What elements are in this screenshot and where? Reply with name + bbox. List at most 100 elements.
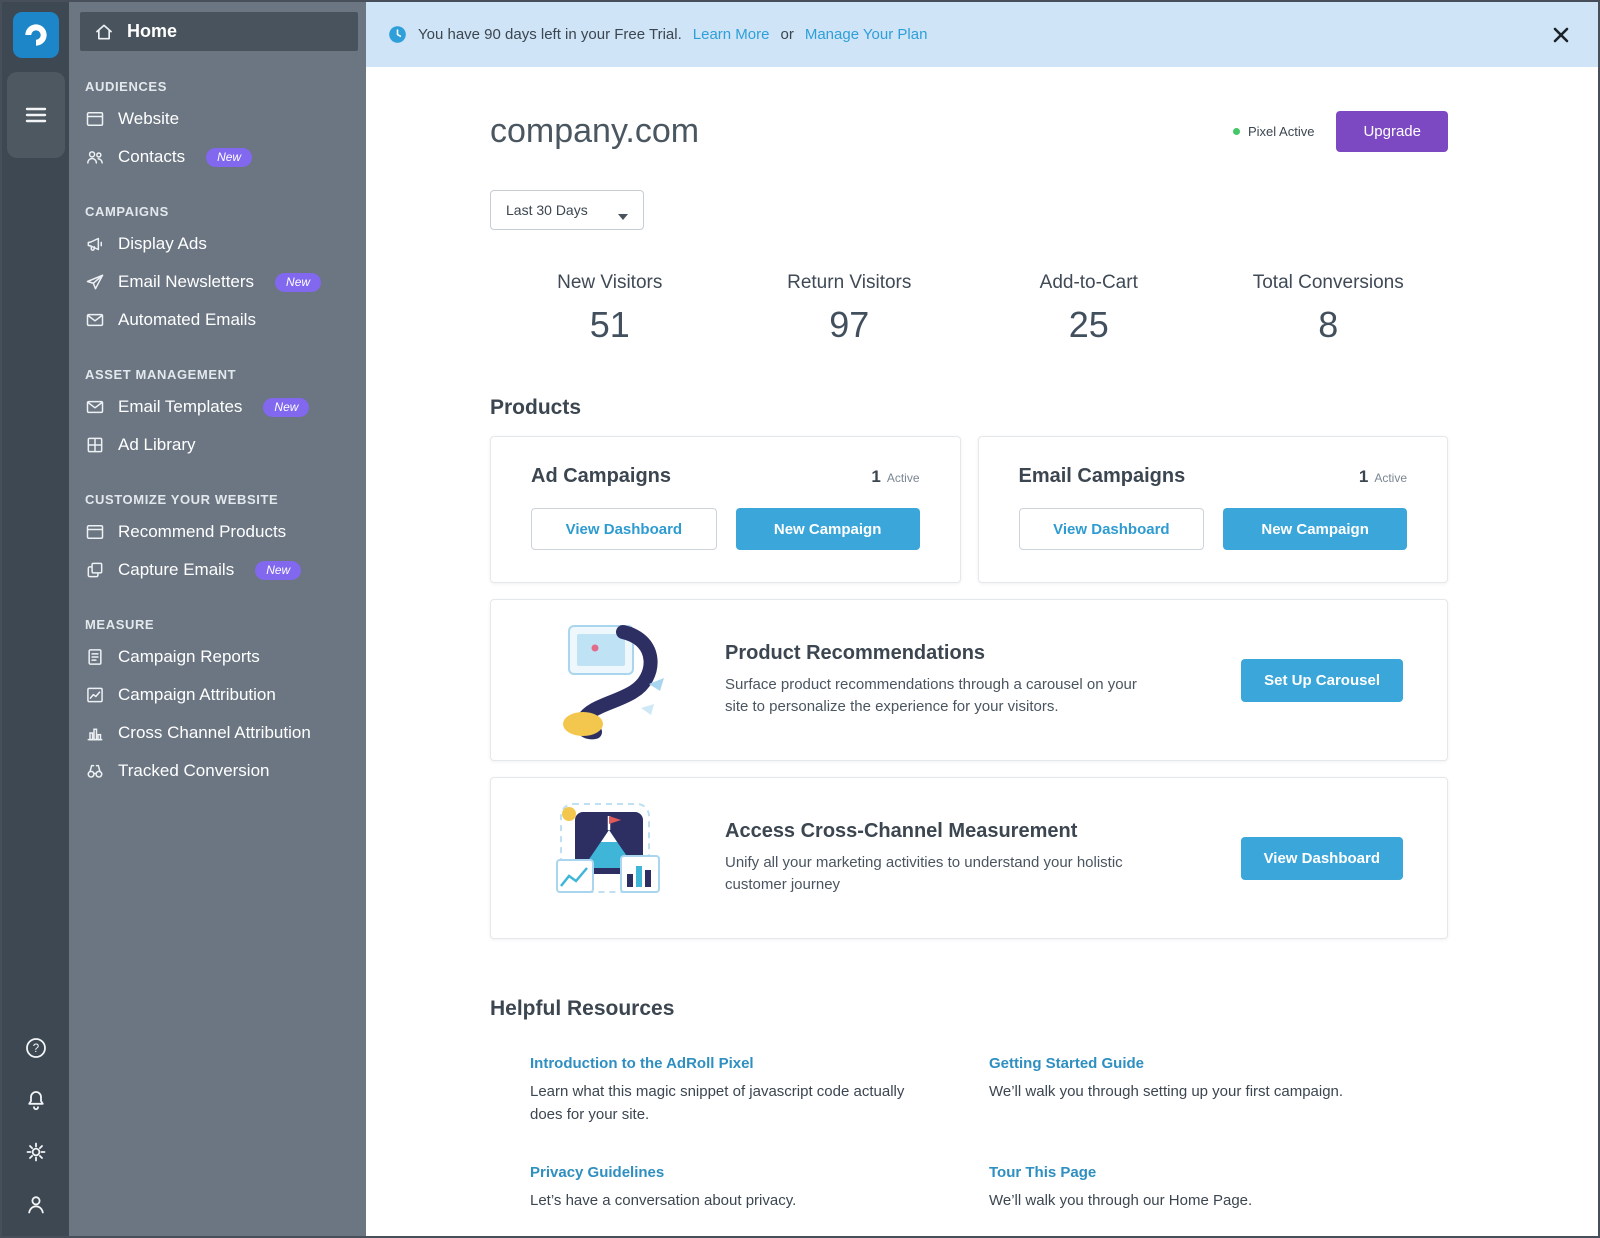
sidebar-section-asset-management: ASSET MANAGEMENT (85, 367, 237, 382)
ad-campaigns-card: Ad Campaigns 1 Active View Dashboard New… (490, 436, 961, 583)
page-header: company.com Pixel Active Upgrade (490, 111, 1448, 152)
stat-total-conversions: Total Conversions 8 (1209, 272, 1449, 346)
stat-label: Total Conversions (1252, 272, 1404, 293)
pixel-active-dot (1232, 128, 1240, 135)
resources-grid: Introduction to the AdRoll Pixel Learn w… (490, 1055, 1448, 1213)
promo-text: Product Recommendations Surface product … (725, 642, 1197, 719)
sidebar-item-label: Contacts (118, 147, 186, 166)
trial-banner-text: You have 90 days left in your Free Trial… (418, 26, 682, 43)
stats-row: New Visitors 51 Return Visitors 97 Add-t… (490, 272, 1448, 346)
bell-icon[interactable] (24, 1088, 48, 1112)
sidebar-item-campaign-attribution[interactable]: Campaign Attribution (69, 676, 366, 714)
sidebar-item-label: Automated Emails (118, 310, 256, 329)
sidebar-item-capture-emails[interactable]: Capture Emails New (69, 551, 366, 589)
date-range-dropdown[interactable]: Last 30 Days (490, 190, 644, 230)
active-count-label: Active (1374, 471, 1407, 485)
sidebar-item-contacts[interactable]: Contacts New (69, 138, 366, 176)
paper-plane-icon (85, 272, 105, 292)
help-icon[interactable]: ? (24, 1036, 48, 1060)
new-campaign-button[interactable]: New Campaign (1223, 508, 1407, 550)
hamburger-icon (25, 107, 46, 123)
active-count-value: 1 (1358, 467, 1369, 486)
sidebar-item-ad-library[interactable]: Ad Library (69, 426, 366, 464)
envelope-icon (85, 397, 105, 417)
card-title: Ad Campaigns (531, 465, 672, 487)
learn-more-link[interactable]: Learn More (692, 26, 770, 43)
page-content: company.com Pixel Active Upgrade Last 30… (366, 67, 1598, 1236)
manage-plan-link[interactable]: Manage Your Plan (804, 26, 928, 43)
upgrade-button[interactable]: Upgrade (1336, 111, 1448, 152)
view-dashboard-button[interactable]: View Dashboard (531, 508, 717, 550)
promo-title: Product Recommendations (725, 641, 986, 664)
sidebar-section-customize: CUSTOMIZE YOUR WEBSITE (85, 492, 279, 507)
sidebar-item-home[interactable]: Home (80, 12, 358, 51)
stat-value: 8 (1318, 304, 1339, 345)
sidebar-item-recommend-products[interactable]: Recommend Products (69, 513, 366, 551)
home-icon (94, 22, 114, 42)
view-dashboard-button[interactable]: View Dashboard (1018, 508, 1205, 550)
sidebar-item-display-ads[interactable]: Display Ads (69, 225, 366, 263)
sidebar-item-email-newsletters[interactable]: Email Newsletters New (69, 263, 366, 301)
stat-label: Add-to-Cart (1039, 272, 1138, 293)
new-campaign-button[interactable]: New Campaign (735, 508, 920, 550)
resource-link[interactable]: Tour This Page (989, 1164, 1097, 1181)
promo-description: Unify all your marketing activities to u… (725, 853, 1123, 894)
resource-description: We’ll walk you through our Home Page. (989, 1192, 1253, 1209)
resource-link[interactable]: Privacy Guidelines (530, 1164, 665, 1181)
email-campaigns-card: Email Campaigns 1 Active View Dashboard … (977, 436, 1448, 583)
sidebar-item-automated-emails[interactable]: Automated Emails (69, 301, 366, 339)
new-badge: New (263, 397, 310, 417)
sidebar-item-label: Campaign Reports (118, 647, 260, 666)
user-icon[interactable] (24, 1192, 48, 1216)
sidebar-item-label: Website (118, 109, 180, 128)
promo-text: Access Cross-Channel Measurement Unify a… (725, 820, 1197, 897)
cross-channel-measurement-card: Access Cross-Channel Measurement Unify a… (490, 777, 1448, 939)
view-dashboard-button[interactable]: View Dashboard (1240, 836, 1403, 880)
adroll-logo[interactable] (12, 12, 59, 58)
rail-bottom-icons: ? (24, 1036, 48, 1216)
resources-heading: Helpful Resources (490, 997, 675, 1020)
sidebar-section-campaigns: CAMPAIGNS (85, 204, 169, 219)
resource-getting-started: Getting Started Guide We’ll walk you thr… (989, 1055, 1448, 1126)
products-heading: Products (490, 396, 582, 419)
resource-description: Learn what this magic snippet of javascr… (530, 1083, 905, 1123)
resource-description: We’ll walk you through setting up your f… (989, 1083, 1344, 1100)
pixel-status-label: Pixel Active (1247, 124, 1315, 139)
stat-value: 97 (829, 304, 870, 345)
sidebar-item-label: Ad Library (118, 435, 196, 454)
resource-link[interactable]: Getting Started Guide (989, 1055, 1145, 1072)
sidebar-item-campaign-reports[interactable]: Campaign Reports (69, 638, 366, 676)
stat-return-visitors: Return Visitors 97 (730, 272, 970, 346)
hamburger-menu-button[interactable] (6, 72, 65, 158)
sidebar-item-cross-channel-attribution[interactable]: Cross Channel Attribution (69, 714, 366, 752)
grid-icon (85, 435, 105, 455)
window-icon (85, 109, 105, 129)
product-recommendations-card: Product Recommendations Surface product … (490, 599, 1448, 761)
card-title: Email Campaigns (1018, 465, 1186, 487)
sidebar-item-label: Recommend Products (118, 522, 287, 541)
active-count-value: 1 (871, 467, 881, 486)
active-count: 1 Active (1359, 467, 1407, 487)
megaphone-icon (85, 234, 105, 254)
stat-new-visitors: New Visitors 51 (490, 272, 730, 346)
gear-icon[interactable] (24, 1140, 48, 1164)
resource-link[interactable]: Introduction to the AdRoll Pixel (530, 1055, 754, 1072)
trial-banner: You have 90 days left in your Free Trial… (366, 2, 1598, 67)
resource-adroll-pixel: Introduction to the AdRoll Pixel Learn w… (530, 1055, 989, 1126)
close-icon[interactable] (1552, 26, 1570, 44)
sidebar-item-label: Tracked Conversion (118, 761, 270, 780)
stat-value: 25 (1068, 304, 1109, 345)
report-icon (85, 647, 105, 667)
adroll-logo-glyph (24, 24, 47, 46)
sidebar: Home AUDIENCES Website Contacts New CAMP… (69, 2, 366, 1236)
page-title: company.com (490, 112, 700, 150)
sidebar-item-website[interactable]: Website (69, 100, 366, 138)
sidebar-item-email-templates[interactable]: Email Templates New (69, 388, 366, 426)
resource-tour-this-page: Tour This Page We’ll walk you through ou… (989, 1164, 1448, 1213)
sidebar-section-audiences: AUDIENCES (85, 79, 167, 94)
set-up-carousel-button[interactable]: Set Up Carousel (1241, 658, 1403, 702)
window-icon (85, 522, 105, 542)
date-range-value: Last 30 Days (506, 202, 588, 218)
sidebar-item-tracked-conversion[interactable]: Tracked Conversion (69, 752, 366, 790)
pixel-status: Pixel Active (1232, 124, 1315, 139)
